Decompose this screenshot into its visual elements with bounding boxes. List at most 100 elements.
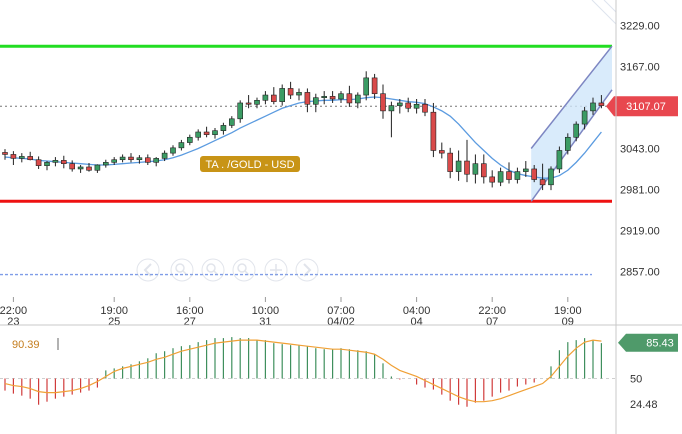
scroll-right-button[interactable]	[295, 258, 319, 282]
candle	[556, 146, 563, 173]
candle	[380, 84, 386, 119]
time-tick-label: 04:00	[403, 305, 431, 317]
annotation-background	[200, 156, 300, 172]
candle-body	[329, 96, 336, 100]
candle-body	[119, 156, 126, 161]
candle	[430, 102, 437, 158]
candle	[573, 121, 580, 142]
candle	[590, 97, 596, 115]
date-tick-label: 27	[184, 316, 196, 328]
time-tick-label: 07:00	[327, 305, 355, 317]
candle	[262, 91, 269, 105]
candle	[489, 170, 496, 188]
candle-body	[111, 159, 117, 163]
candle-body	[312, 97, 319, 105]
price-tick-label: 2919.00	[620, 225, 660, 237]
candle	[52, 157, 59, 167]
candle	[304, 88, 311, 113]
candle	[598, 95, 605, 109]
candle	[522, 161, 529, 177]
candle-body	[103, 162, 109, 166]
zoom-out-button[interactable]	[170, 258, 194, 282]
candle	[212, 128, 218, 139]
candle	[279, 84, 286, 106]
candle	[145, 154, 151, 165]
candle	[27, 151, 34, 161]
candle	[464, 139, 470, 183]
moving-average-line	[4, 96, 602, 179]
candle	[405, 97, 412, 113]
annotation-label: TA . /GOLD - USD	[200, 156, 300, 172]
price-axis: 3229.003167.003105.003043.002981.002919.…	[606, 21, 678, 278]
candle-body	[69, 163, 75, 170]
candle-body	[581, 110, 588, 125]
candle	[312, 93, 319, 113]
time-tick-label: 22:00	[0, 305, 27, 317]
candle	[69, 160, 75, 172]
annotation-text: TA . /GOLD - USD	[205, 159, 294, 171]
price-tick-label: 2857.00	[620, 266, 660, 278]
candle	[153, 157, 159, 167]
candle	[564, 133, 571, 155]
indicator-tick-label: 50	[630, 373, 642, 385]
price-plot: TA . /GOLD - USD	[0, 44, 616, 276]
candle-body	[548, 168, 554, 186]
candle	[388, 101, 395, 138]
candle	[329, 91, 336, 103]
candle	[119, 154, 126, 163]
candle-body	[380, 93, 386, 112]
candle-body	[245, 102, 252, 105]
candle	[161, 150, 168, 162]
candle-body	[229, 118, 235, 126]
candle	[187, 134, 193, 146]
candle-body	[472, 163, 479, 175]
zoom-reset-button[interactable]	[201, 258, 225, 282]
current-price-label: 3107.07	[626, 101, 666, 113]
candle	[438, 142, 445, 159]
time-tick-label: 22:00	[478, 305, 506, 317]
candle-body	[422, 103, 428, 113]
candle	[237, 100, 243, 123]
price-tick-label: 2981.00	[620, 184, 660, 196]
candle-body	[270, 94, 277, 102]
candle-body	[522, 168, 529, 172]
candle	[77, 165, 84, 173]
time-tick-label: 19:00	[100, 305, 128, 317]
candle-body	[438, 150, 445, 154]
candle-body	[396, 102, 403, 106]
candle	[270, 87, 277, 105]
candle	[447, 147, 454, 179]
candle	[178, 139, 185, 151]
candle-body	[489, 176, 496, 183]
date-tick-label: 31	[259, 316, 271, 328]
candle	[229, 116, 235, 129]
candle-body	[556, 150, 563, 170]
indicator-axis: 50 24.48 85.43	[618, 333, 678, 411]
candle-body	[153, 158, 159, 163]
candle-body	[18, 156, 25, 159]
candle-body	[371, 77, 378, 95]
candle	[497, 167, 504, 187]
candle	[60, 155, 67, 169]
candle-body	[52, 160, 59, 163]
candle	[103, 159, 109, 168]
fit-button[interactable]	[264, 258, 288, 282]
candle-body	[363, 77, 370, 96]
zoom-in-button[interactable]	[232, 258, 256, 282]
date-tick-label: 04/02	[327, 316, 355, 328]
candle-body	[346, 93, 353, 104]
candle-body	[514, 171, 521, 180]
scroll-left-button[interactable]	[136, 258, 160, 282]
price-grid	[591, 0, 617, 25]
trend-channel-fill	[531, 46, 612, 202]
candle	[413, 99, 420, 114]
candle-body	[128, 156, 134, 161]
candle-body	[354, 94, 361, 104]
candle-body	[321, 96, 328, 98]
candle	[111, 157, 117, 165]
candle	[203, 126, 210, 138]
candle	[287, 81, 294, 99]
candle	[220, 122, 227, 135]
candle	[531, 165, 538, 183]
